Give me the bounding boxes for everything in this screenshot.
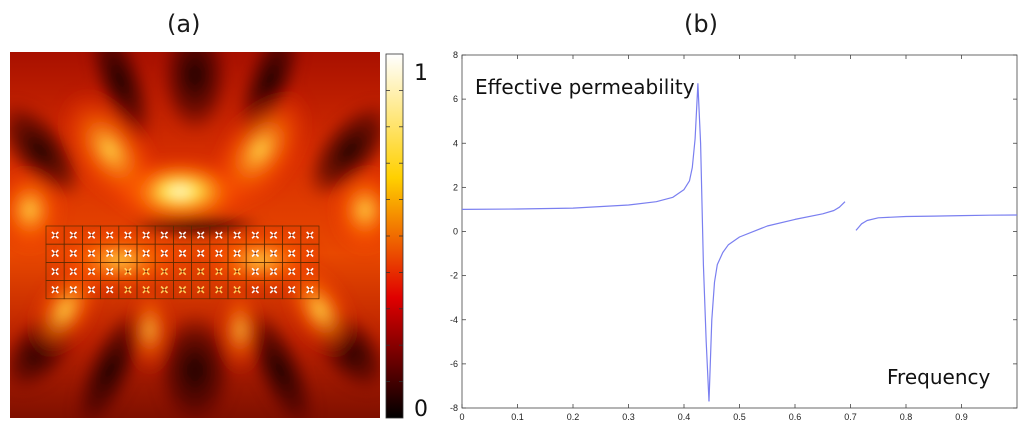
x-tick-label: 0.4 [678,412,691,422]
y-tick-label: -8 [450,403,458,413]
unit-cell [100,280,120,300]
y-tick-label: -4 [450,315,458,325]
unit-cell [264,280,283,300]
y-tick-label: -6 [450,359,458,369]
y-tick-label: 8 [453,50,458,60]
unit-cell [173,280,192,300]
unit-cell [82,280,101,300]
xlabel-annotation: Frequency [887,365,990,389]
x-tick-label: 0.1 [511,412,524,422]
permeability-curve-segment [461,83,710,402]
x-tick-label: 0 [459,412,464,422]
x-tick-label: 0.2 [567,412,580,422]
colorbar: 1 0 [385,53,428,422]
unit-cell [136,225,156,245]
x-tick-label: 0.5 [733,412,746,422]
panel-b-label: (b) [684,10,718,38]
x-tick-label: 0.7 [844,412,857,422]
panel-a-label: (a) [167,10,201,38]
y-tick-label: -2 [450,271,458,281]
x-tick-label: 0.3 [622,412,635,422]
plot-series [461,83,1018,402]
y-tick-label: 6 [453,94,458,104]
y-tick-label: 0 [453,227,458,237]
y-tick-label: 4 [453,138,458,148]
unit-cell [209,280,229,300]
heatmap-field [10,52,380,418]
unit-cell [300,280,320,300]
x-tick-label: 0.6 [789,412,802,422]
colorbar-max-label: 1 [414,61,428,86]
permeability-plot: 0 0.1 0.2 0.3 0.4 0.5 0.6 0.7 0.8 0.9 -8 -6 -4 -2 0 2 4 6… [450,50,1018,422]
colorbar-ticks [386,90,403,383]
x-tick-label: 0.8 [900,412,913,422]
permeability-curve-segment [855,214,1018,231]
permeability-curve-segment [708,201,846,402]
unit-cell-array [45,225,320,300]
plot-area [462,55,1017,408]
colorbar-min-label: 0 [414,397,428,422]
ylabel-annotation: Effective permeability [475,75,695,99]
x-tick-label: 0.9 [955,412,968,422]
plot-axes: 0 0.1 0.2 0.3 0.4 0.5 0.6 0.7 0.8 0.9 -8 -6 -4 -2 0 2 4 6… [450,50,1018,422]
y-tick-label: 2 [453,182,458,192]
